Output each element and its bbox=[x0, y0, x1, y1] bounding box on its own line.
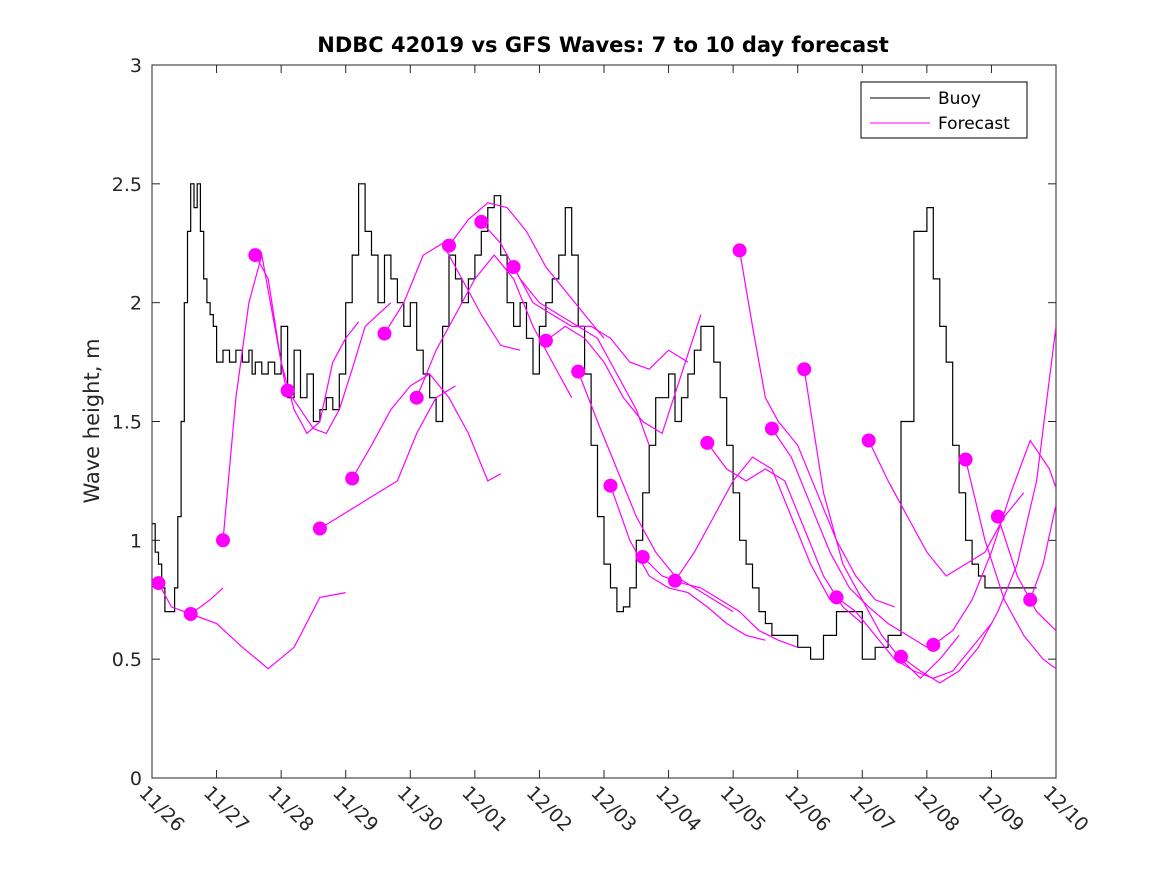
forecast-line bbox=[254, 254, 360, 435]
forecast-line bbox=[965, 459, 1056, 670]
forecast-marker bbox=[312, 521, 327, 536]
forecast-marker bbox=[377, 326, 392, 341]
forecast-marker bbox=[506, 260, 521, 274]
forecast-marker bbox=[216, 533, 230, 548]
legend-box bbox=[860, 81, 1028, 139]
forecast-marker bbox=[183, 607, 198, 621]
forecast-marker bbox=[797, 362, 812, 377]
forecast-line bbox=[836, 596, 992, 679]
y-tick-label: 1 bbox=[130, 530, 142, 552]
forecast-marker bbox=[926, 637, 941, 652]
chart-title: NDBC 42019 vs GFS Waves: 7 to 10 day for… bbox=[317, 33, 888, 57]
forecast-marker bbox=[668, 573, 682, 588]
forecast-marker bbox=[1023, 592, 1038, 607]
forecast-marker bbox=[700, 435, 715, 450]
forecast-line bbox=[803, 369, 960, 680]
y-axis-label: Wave height, m bbox=[80, 338, 104, 503]
forecast-marker bbox=[345, 471, 360, 486]
forecast-line bbox=[448, 202, 605, 339]
forecast-marker bbox=[442, 238, 456, 253]
y-tick-label: 1.5 bbox=[112, 412, 142, 434]
forecast-line bbox=[383, 242, 521, 351]
legend-forecast-label: Forecast bbox=[938, 114, 1010, 134]
forecast-line bbox=[577, 371, 734, 613]
forecast-line bbox=[739, 250, 895, 608]
forecast-line bbox=[609, 485, 766, 641]
y-tick-label: 2.5 bbox=[112, 174, 142, 196]
forecast-line bbox=[319, 385, 456, 530]
forecast-marker bbox=[603, 478, 618, 493]
forecast-line bbox=[351, 373, 501, 482]
forecast-marker bbox=[894, 649, 908, 664]
forecast-line bbox=[900, 326, 1056, 684]
forecast-line bbox=[545, 314, 702, 435]
legend-buoy-label: Buoy bbox=[938, 89, 981, 109]
forecast-line bbox=[513, 266, 689, 370]
y-tick-label: 3 bbox=[130, 55, 142, 77]
forecast-line bbox=[190, 592, 346, 670]
forecast-marker bbox=[248, 248, 263, 263]
forecast-line bbox=[771, 428, 928, 648]
forecast-marker bbox=[990, 509, 1005, 524]
forecast-marker bbox=[829, 590, 844, 605]
forecast-line bbox=[868, 440, 1025, 577]
legend: Buoy Forecast bbox=[860, 81, 1028, 139]
forecast-marker bbox=[732, 243, 747, 258]
forecast-marker bbox=[474, 214, 489, 229]
forecast-marker bbox=[958, 452, 973, 467]
forecast-marker bbox=[409, 390, 424, 405]
forecast-marker bbox=[152, 576, 166, 591]
forecast-marker bbox=[571, 364, 586, 379]
forecast-line bbox=[287, 302, 392, 435]
forecast-line bbox=[416, 254, 573, 398]
forecast-marker bbox=[538, 333, 553, 348]
y-tick-label: 0 bbox=[130, 768, 142, 790]
forecast-marker bbox=[861, 433, 876, 448]
forecast-marker bbox=[635, 550, 650, 564]
series-group bbox=[152, 183, 1056, 684]
forecast-line bbox=[674, 456, 831, 601]
y-tick-label: 0.5 bbox=[112, 649, 142, 671]
y-tick-label: 2 bbox=[130, 293, 142, 315]
forecast-marker bbox=[764, 421, 779, 436]
forecast-line bbox=[1029, 504, 1056, 601]
forecast-marker bbox=[280, 383, 295, 398]
